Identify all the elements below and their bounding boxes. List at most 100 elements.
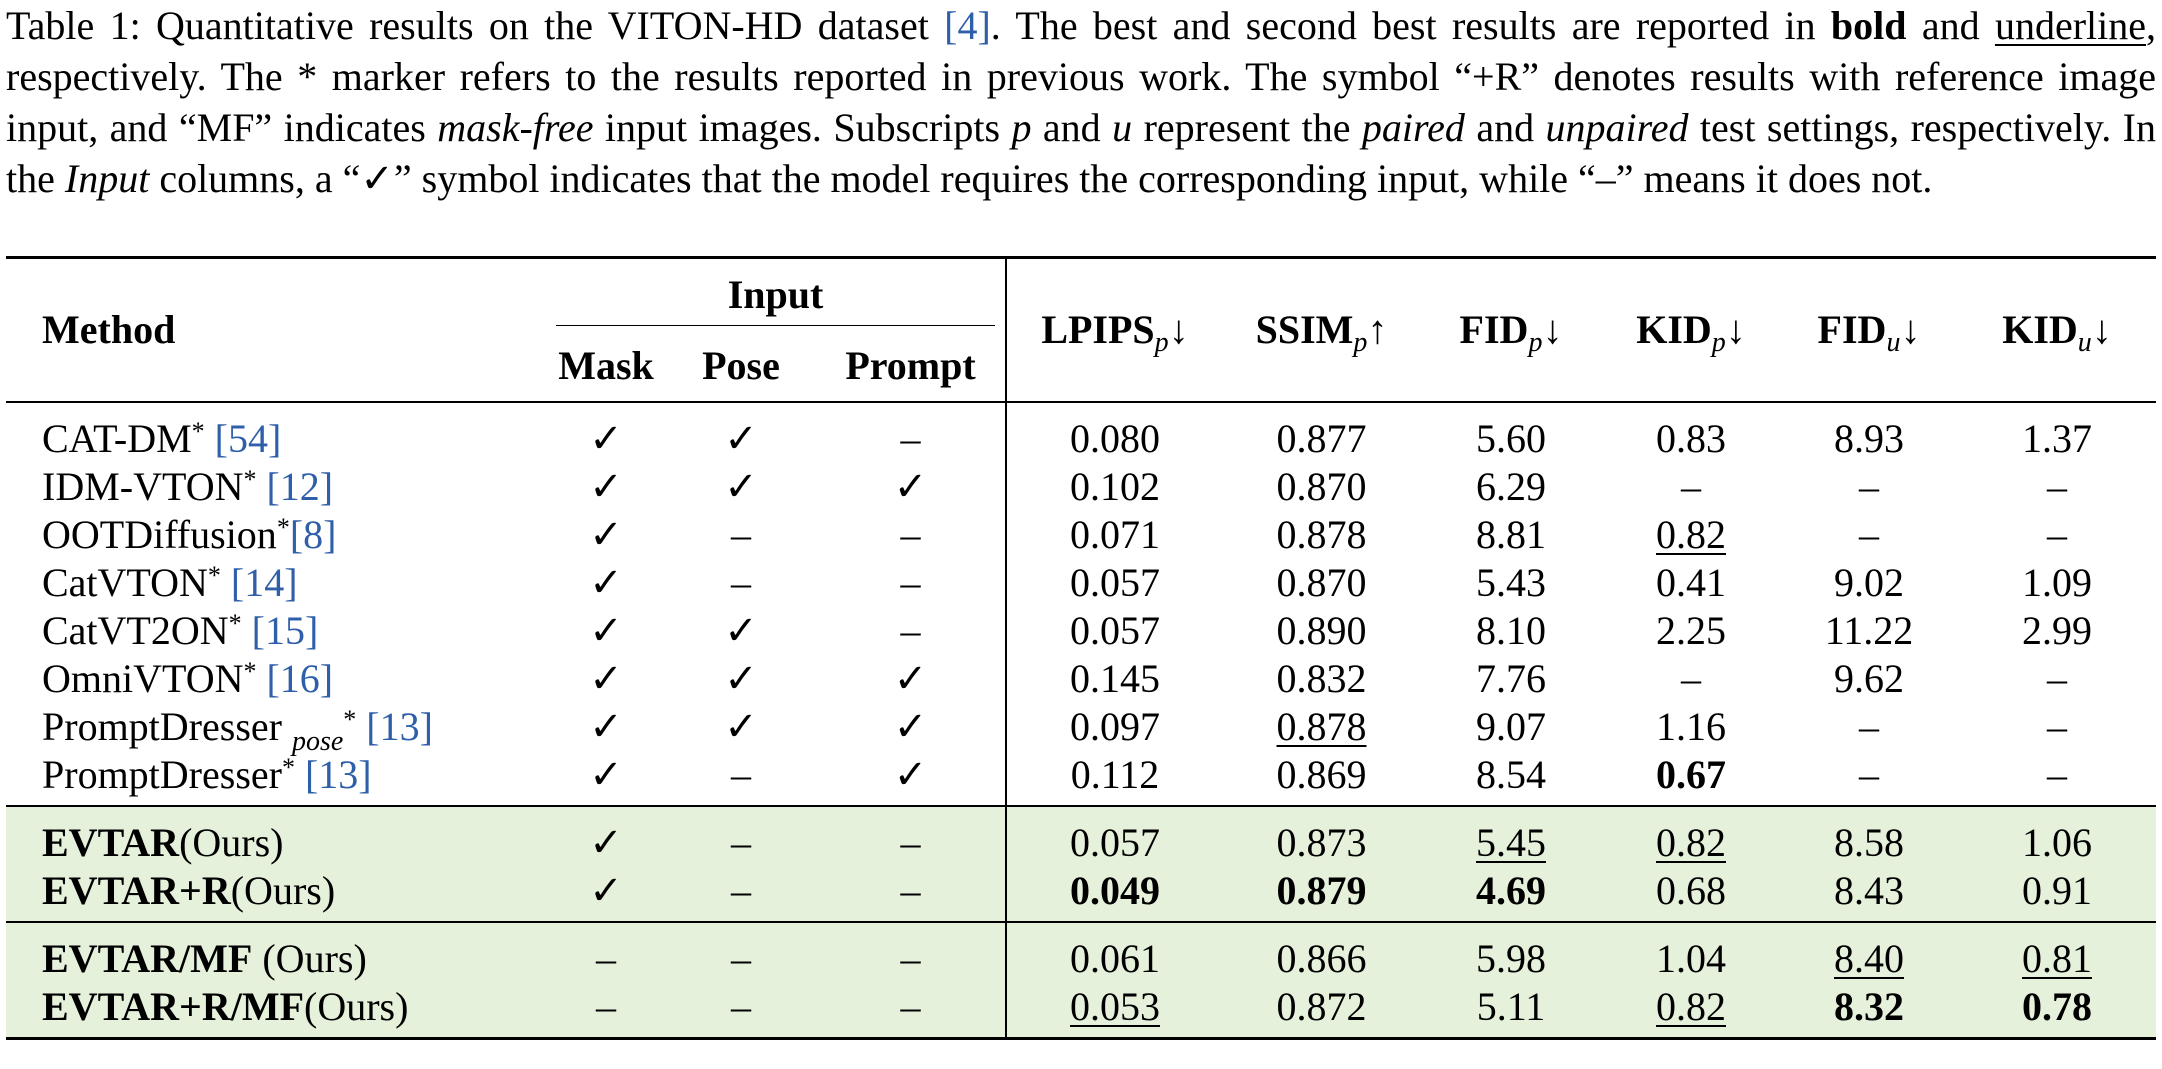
table-caption: Table 1: Quantitative results on the VIT… xyxy=(6,0,2156,256)
method-cell: IDM-VTON* [12] xyxy=(6,463,546,511)
metric-cell: 0.41 xyxy=(1602,559,1780,607)
header-row: Method Input LPIPSp↓ SSIMp↑ FIDp↓ KIDp↓ FIDu↓ K… xyxy=(6,256,2156,403)
metric-cell: 8.81 xyxy=(1420,511,1602,559)
metric-cell: 5.45 xyxy=(1420,805,1602,867)
text-run: EVTAR+R xyxy=(42,868,231,913)
metric-value: 8.93 xyxy=(1834,416,1904,461)
metric-cell: 9.07 xyxy=(1420,703,1602,751)
metric-value: 2.25 xyxy=(1656,608,1726,653)
metric-cell: 0.879 xyxy=(1223,867,1420,922)
metric-value: 0.878 xyxy=(1276,704,1367,749)
metric-cell: 0.878 xyxy=(1223,703,1420,751)
input-cell: – xyxy=(816,983,1006,1040)
metric-value: 1.09 xyxy=(2022,560,2092,605)
text-run: , respectively. The * marker refers to t… xyxy=(6,3,2156,150)
metric-cell: 1.09 xyxy=(1958,559,2156,607)
metric-cell: 0.890 xyxy=(1223,607,1420,655)
metric-value: 8.10 xyxy=(1476,608,1546,653)
metric-name: KID xyxy=(1636,307,1712,352)
metric-value: – xyxy=(1859,704,1879,749)
table-row: EVTAR+R(Ours) ✓ – –0.049 0.879 4.69 0.68 8.43 0.… xyxy=(6,867,2156,922)
text-run: * xyxy=(243,465,257,494)
input-cell: ✓ xyxy=(589,608,623,653)
metric-cell: 5.43 xyxy=(1420,559,1602,607)
metric-subscript: p xyxy=(1154,327,1169,358)
input-cell: – xyxy=(666,805,816,867)
text-run: [15] xyxy=(241,608,319,653)
text-run: [16] xyxy=(256,656,334,701)
input-cell: – xyxy=(731,560,751,605)
text-run: test settings, respectively. In the xyxy=(6,105,2156,201)
metric-header: KIDu↓ xyxy=(1958,256,2156,403)
method-cell: OmniVTON* [16] xyxy=(6,655,546,703)
metric-value: 6.29 xyxy=(1476,464,1546,509)
metric-value: 5.60 xyxy=(1476,416,1546,461)
metric-value: 8.81 xyxy=(1476,512,1546,557)
text-run: EVTAR+R/MF xyxy=(42,984,305,1029)
text-run: (Ours) xyxy=(252,936,367,981)
metric-cell: 0.870 xyxy=(1223,463,1420,511)
metric-value: 0.061 xyxy=(1070,936,1160,981)
input-group-label: Input xyxy=(556,265,995,326)
metric-value: 0.080 xyxy=(1070,416,1160,461)
metric-arrow: ↓ xyxy=(1900,307,1921,352)
metric-value: 0.057 xyxy=(1070,560,1160,605)
metric-cell: 0.080 xyxy=(1005,402,1223,463)
metric-cell: 8.43 xyxy=(1780,867,1958,922)
metric-cell: 0.057 xyxy=(1005,805,1223,867)
metric-cell: 6.29 xyxy=(1420,463,1602,511)
metric-value: 0.67 xyxy=(1656,752,1726,797)
table-row: EVTAR+R/MF(Ours) – – –0.053 0.872 5.11 0.82 8.3… xyxy=(6,983,2156,1040)
text-run: Input xyxy=(64,156,150,201)
text-run: CatVT2ON xyxy=(42,608,229,653)
metric-value: – xyxy=(2047,656,2067,701)
input-cell: – xyxy=(666,921,816,983)
metric-value: 0.78 xyxy=(2022,984,2092,1029)
metric-value: 5.11 xyxy=(1476,984,1546,1029)
metric-header: SSIMp↑ xyxy=(1223,256,1420,403)
metric-value: – xyxy=(2047,752,2067,797)
metric-value: 8.54 xyxy=(1476,752,1546,797)
metric-cell: – xyxy=(1958,751,2156,806)
metric-cell: 0.053 xyxy=(1005,983,1223,1040)
metric-name: KID xyxy=(2002,307,2078,352)
text-run: OOTDiffusion xyxy=(42,512,277,557)
text-run: underline xyxy=(1994,3,2146,48)
table-row: OOTDiffusion*[8] ✓ – – 0.071 0.878 8.81 0.82 – – xyxy=(6,511,2156,559)
metric-value: 0.890 xyxy=(1276,608,1367,653)
metric-value: 1.04 xyxy=(1656,936,1726,981)
metric-value: 0.68 xyxy=(1656,868,1726,913)
text-run: PromptDresser xyxy=(42,752,282,797)
metric-value: – xyxy=(2047,464,2067,509)
metric-cell: 9.02 xyxy=(1780,559,1958,607)
metric-cell: 0.102 xyxy=(1005,463,1223,511)
row-group: EVTAR(Ours) ✓ – –0.057 0.873 5.45 0.82 8.58 1.06… xyxy=(6,805,2156,922)
metric-cell: 0.145 xyxy=(1005,655,1223,703)
metric-cell: 0.870 xyxy=(1223,559,1420,607)
metric-subscript: u xyxy=(2077,327,2092,358)
metric-arrow: ↓ xyxy=(2091,307,2112,352)
row-group: CAT-DM* [54] ✓ ✓ –0.080 0.877 5.60 0.83 8.93 1.3… xyxy=(6,402,2156,806)
metric-value: 8.40 xyxy=(1834,936,1904,981)
metric-cell: – xyxy=(1780,463,1958,511)
metric-value: 0.83 xyxy=(1656,416,1726,461)
table-row: CAT-DM* [54] ✓ ✓ – 0.080 0.877 5.60 0.83 8.93 1.3… xyxy=(6,402,2156,463)
metric-value: 9.02 xyxy=(1834,560,1904,605)
input-cell: – xyxy=(666,983,816,1040)
metric-cell: – xyxy=(1780,703,1958,751)
metric-cell: – xyxy=(1602,655,1780,703)
metric-value: 5.45 xyxy=(1476,820,1546,865)
input-cell: ✓ xyxy=(589,752,623,797)
metric-value: 0.049 xyxy=(1070,868,1160,913)
metric-value: 0.82 xyxy=(1656,512,1726,557)
metric-value: 0.877 xyxy=(1276,416,1367,461)
input-cell: ✓ xyxy=(589,704,623,749)
metric-value: 0.82 xyxy=(1656,984,1726,1029)
input-cell: ✓ xyxy=(589,656,623,701)
metric-cell: – xyxy=(1958,655,2156,703)
text-run: [8] xyxy=(289,512,337,557)
metric-value: 1.06 xyxy=(2022,820,2092,865)
metric-cell: 1.06 xyxy=(1958,805,2156,867)
text-run: (Ours) xyxy=(179,820,284,865)
